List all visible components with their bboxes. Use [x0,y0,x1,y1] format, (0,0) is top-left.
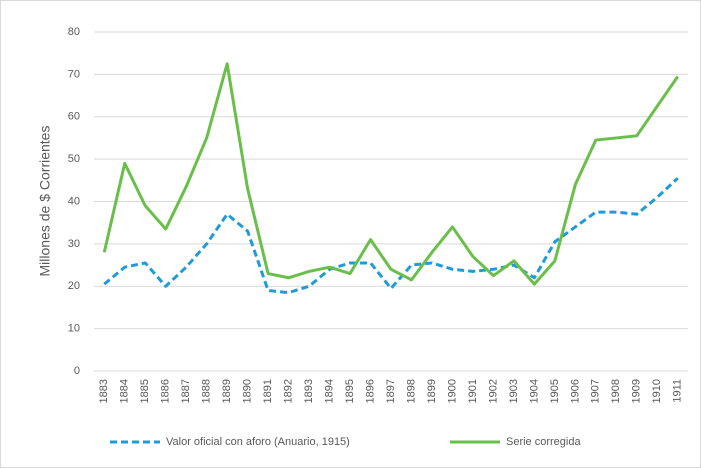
x-tick-label: 1892 [282,379,294,403]
x-tick-label: 1897 [385,379,397,403]
x-tick-label: 1911 [672,379,684,403]
x-tick-label: 1906 [569,379,581,403]
series-line [103,177,679,295]
x-tick-label: 1901 [467,379,479,403]
x-tick-label: 1910 [651,379,663,403]
legend-label: Valor oficial con aforo (Anuario, 1915) [166,436,350,448]
x-tick-label: 1907 [590,379,602,403]
y-tick-label: 70 [68,68,80,80]
x-tick-label: 1900 [446,379,458,403]
y-tick-label: 40 [68,195,80,207]
x-tick-label: 1890 [242,379,254,403]
y-tick-label: 10 [68,323,80,335]
x-tick-label: 1888 [201,379,213,403]
x-tick-label: 1884 [119,379,131,403]
x-tick-label: 1887 [180,379,192,403]
y-tick-label: 60 [68,111,80,123]
x-tick-label: 1896 [364,379,376,403]
x-tick-label: 1889 [221,379,233,403]
x-tick-label: 1891 [262,379,274,403]
x-tick-label: 1902 [487,379,499,403]
y-axis-title: Millones de $ Corrientes [37,126,53,277]
x-tick-label: 1885 [139,379,151,403]
y-tick-label: 0 [74,365,80,377]
x-tick-label: 1904 [528,379,540,403]
x-tick-label: 1903 [508,379,520,403]
x-tick-label: 1899 [426,379,438,403]
x-tick-label: 1908 [610,379,622,403]
y-tick-label: 30 [68,238,80,250]
x-tick-label: 1895 [344,379,356,403]
x-tick-label: 1894 [323,379,335,403]
series-line [102,62,679,286]
x-tick-label: 1893 [303,379,315,403]
x-tick-label: 1886 [160,379,172,403]
x-tick-label: 1905 [549,379,561,403]
x-tick-label: 1898 [405,379,417,403]
y-tick-label: 20 [68,280,80,292]
legend-label: Serie corregida [506,436,581,448]
x-tick-label: 1883 [98,379,110,403]
y-tick-label: 80 [68,26,80,38]
x-tick-label: 1909 [631,379,643,403]
y-tick-label: 50 [68,153,80,165]
